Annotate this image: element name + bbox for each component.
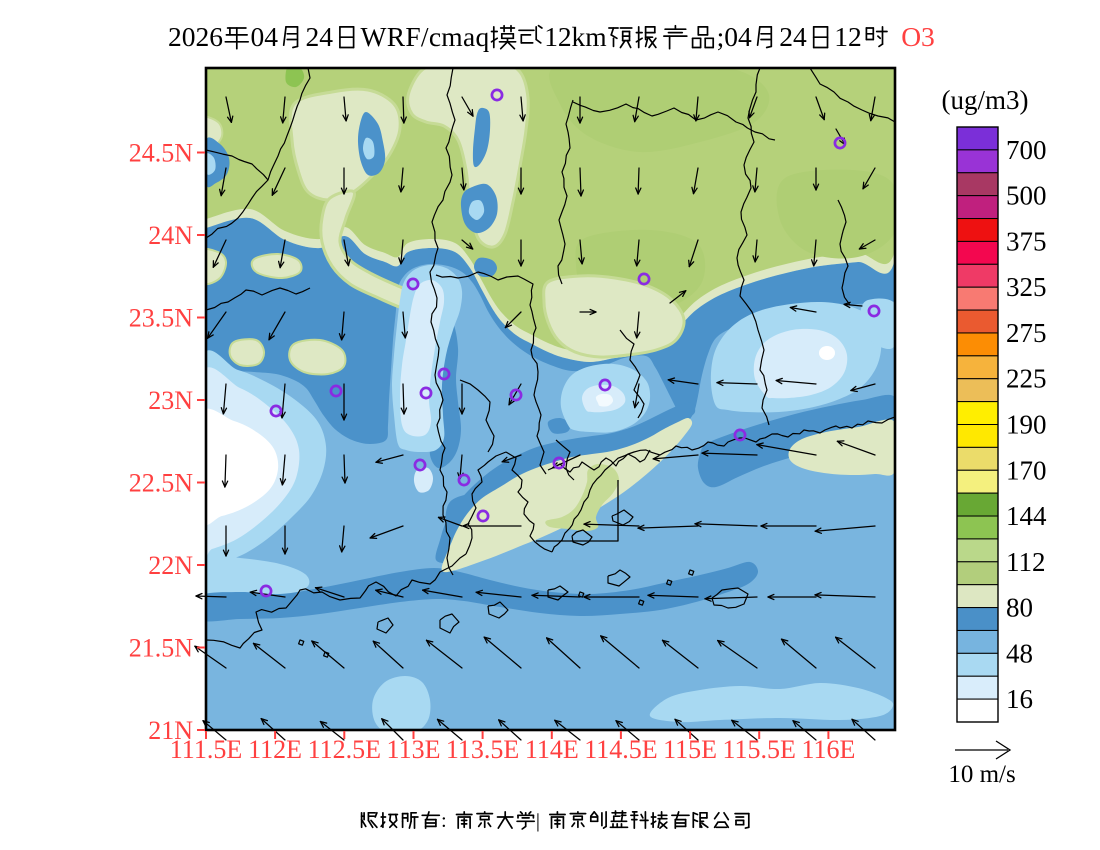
- svg-text:500: 500: [1006, 181, 1047, 211]
- svg-text:112.5E: 112.5E: [308, 735, 381, 764]
- svg-text:113.5E: 113.5E: [446, 735, 519, 764]
- svg-text:275: 275: [1006, 318, 1047, 348]
- svg-text:112E: 112E: [248, 735, 302, 764]
- svg-text:114.5E: 114.5E: [584, 735, 657, 764]
- svg-text:700: 700: [1006, 135, 1047, 165]
- svg-text:225: 225: [1006, 364, 1047, 394]
- svg-text:115.5E: 115.5E: [722, 735, 795, 764]
- svg-text:48: 48: [1006, 638, 1033, 668]
- svg-text:80: 80: [1006, 593, 1033, 623]
- svg-text:|: |: [536, 810, 540, 832]
- svg-text:170: 170: [1006, 455, 1047, 485]
- svg-text:22N: 22N: [148, 551, 193, 580]
- svg-text:04: 04: [251, 21, 279, 52]
- svg-text:(ug/m3): (ug/m3): [942, 85, 1029, 115]
- svg-text:111.5E: 111.5E: [170, 735, 242, 764]
- svg-text:375: 375: [1006, 226, 1047, 256]
- svg-text:325: 325: [1006, 272, 1047, 302]
- svg-text:WRF/cmaq: WRF/cmaq: [361, 21, 490, 52]
- svg-text:116E: 116E: [801, 735, 855, 764]
- svg-text:21N: 21N: [148, 716, 193, 745]
- svg-text:2026: 2026: [168, 21, 223, 52]
- svg-text:190: 190: [1006, 410, 1047, 440]
- svg-text:23.5N: 23.5N: [129, 304, 194, 333]
- svg-text::: :: [441, 810, 447, 832]
- svg-text:24: 24: [306, 21, 334, 52]
- svg-text:16: 16: [1006, 684, 1033, 714]
- svg-text:12km: 12km: [544, 21, 606, 52]
- svg-text:112: 112: [1006, 547, 1046, 577]
- svg-text:;: ;: [717, 21, 725, 52]
- svg-text:21.5N: 21.5N: [129, 634, 194, 663]
- svg-text:114E: 114E: [525, 735, 579, 764]
- svg-text:24: 24: [779, 21, 807, 52]
- svg-text:23N: 23N: [148, 386, 193, 415]
- svg-text:12: 12: [834, 21, 862, 52]
- svg-text:10 m/s: 10 m/s: [948, 761, 1015, 788]
- svg-text:115E: 115E: [663, 735, 717, 764]
- svg-text:113E: 113E: [387, 735, 441, 764]
- svg-text:22.5N: 22.5N: [129, 469, 194, 498]
- svg-text:24N: 24N: [148, 221, 193, 250]
- svg-text:04: 04: [724, 21, 752, 52]
- svg-text:144: 144: [1006, 501, 1047, 531]
- svg-text:O3: O3: [901, 21, 935, 52]
- svg-text:24.5N: 24.5N: [129, 139, 194, 168]
